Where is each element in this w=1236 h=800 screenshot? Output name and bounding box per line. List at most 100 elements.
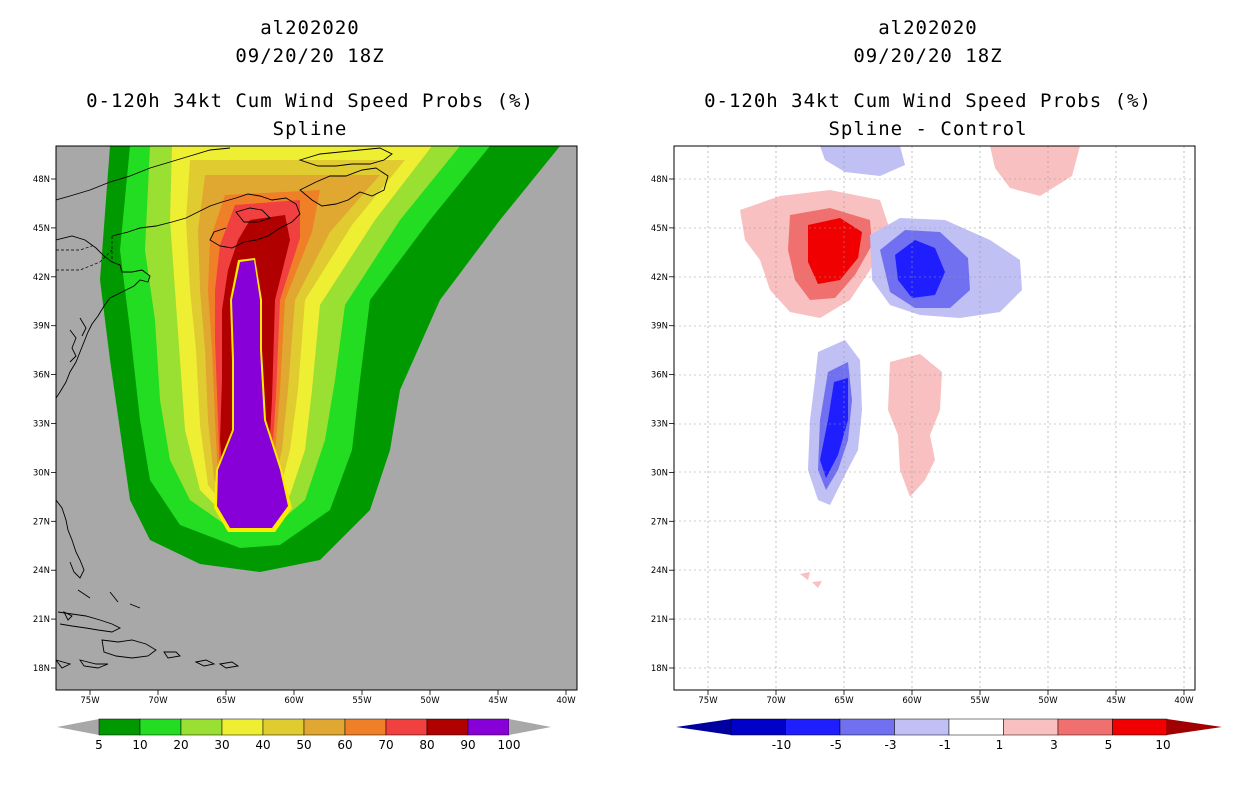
left-lat-label: 39N	[33, 322, 50, 332]
neg-area-top	[820, 146, 905, 176]
pos-area-specks	[800, 572, 822, 588]
right-map	[673, 145, 1196, 691]
right-colorbar-swatch	[1057, 718, 1113, 736]
right-lat-label: 48N	[651, 175, 668, 185]
right-lat-label: 30N	[651, 468, 668, 478]
neg-area-2-core	[820, 378, 848, 478]
left-borders	[56, 236, 113, 271]
right-colorbar-swatch	[1112, 718, 1168, 736]
left-lon-label: 55W	[352, 696, 372, 706]
left-colorbar-swatch	[303, 718, 346, 736]
right-lon-label: 60W	[902, 696, 922, 706]
right-colorbar-low-arrow	[676, 719, 731, 735]
left-map-frame	[55, 145, 578, 691]
right-lon-label: 50W	[1038, 696, 1058, 706]
left-lon-label: 50W	[420, 696, 440, 706]
left-colorbar-swatch	[467, 718, 510, 736]
right-colorbar-swatch	[839, 718, 895, 736]
right-lon-label: 65W	[834, 696, 854, 706]
left-colorbar-label: 40	[255, 738, 270, 752]
left-colorbar-label: 30	[214, 738, 229, 752]
right-lat-label: 36N	[651, 371, 668, 381]
left-colorbar-swatch	[98, 718, 141, 736]
left-colorbar-swatch	[344, 718, 387, 736]
right-colorbar-label: 10	[1155, 738, 1170, 752]
right-colorbar-high-arrow	[1167, 719, 1222, 735]
right-lat-label: 27N	[651, 517, 668, 527]
left-lat-label: 24N	[33, 566, 50, 576]
left-storm-id: al202020	[260, 17, 360, 39]
left-colorbar-label: 90	[460, 738, 475, 752]
left-colorbar-label: 80	[419, 738, 434, 752]
contour-100	[217, 260, 288, 528]
left-colorbar-swatch	[139, 718, 182, 736]
right-colorbar-label: 5	[1105, 738, 1113, 752]
right-map-frame	[673, 145, 1196, 691]
left-lat-label: 45N	[33, 224, 50, 234]
right-lat-label: 45N	[651, 224, 668, 234]
right-lon-label: 55W	[970, 696, 990, 706]
right-colorbar-label: 3	[1050, 738, 1058, 752]
left-lon-label: 45W	[488, 696, 508, 706]
left-colorbar-swatch	[221, 718, 264, 736]
right-datetime: 09/20/20 18Z	[853, 45, 1003, 67]
left-colorbar-low-arrow	[57, 719, 99, 735]
left-colorbar-swatch	[180, 718, 223, 736]
left-lon-labels: 75W 70W 65W 60W 55W 50W 45W 40W	[80, 690, 576, 706]
left-colorbar-swatch	[385, 718, 428, 736]
right-lon-label: 70W	[766, 696, 786, 706]
left-colorbar-label: 5	[95, 738, 103, 752]
right-colorbar-label: -1	[939, 738, 951, 752]
left-lat-label: 48N	[33, 175, 50, 185]
left-lon-label: 75W	[80, 696, 100, 706]
left-lon-label: 60W	[284, 696, 304, 706]
left-colorbar-high-arrow	[509, 719, 551, 735]
left-datetime: 09/20/20 18Z	[235, 45, 385, 67]
left-probability-contours	[100, 146, 560, 572]
left-colorbar-label: 10	[132, 738, 147, 752]
right-colorbar-label: -3	[885, 738, 897, 752]
left-lat-label: 42N	[33, 273, 50, 283]
left-lat-label: 30N	[33, 468, 50, 478]
right-gridlines	[674, 146, 1195, 690]
right-lon-label: 75W	[698, 696, 718, 706]
right-lat-labels: 48N 45N 42N 39N 36N 33N 30N 27N 24N 21N 18N	[651, 175, 674, 674]
right-colorbar-swatch	[894, 718, 950, 736]
right-lat-label: 24N	[651, 566, 668, 576]
right-lon-labels: 75W 70W 65W 60W 55W 50W 45W 40W	[698, 690, 1194, 706]
left-colorbar-label: 60	[337, 738, 352, 752]
right-colorbar-swatch	[730, 718, 786, 736]
neg-area-1-core	[895, 240, 945, 298]
right-panel-titles: al202020 09/20/20 18Z 0-120h 34kt Cum Wi…	[648, 14, 1208, 143]
left-lon-label: 70W	[148, 696, 168, 706]
left-lat-label: 27N	[33, 517, 50, 527]
right-colorbar-label: -10	[772, 738, 792, 752]
right-colorbar-label: -5	[830, 738, 842, 752]
right-colorbar-swatch	[1003, 718, 1059, 736]
pos-area-2	[888, 354, 942, 497]
right-lon-label: 45W	[1106, 696, 1126, 706]
right-storm-id: al202020	[878, 17, 978, 39]
left-colorbar-label: 70	[378, 738, 393, 752]
left-lat-label: 33N	[33, 420, 50, 430]
left-colorbar: 5 10 20 30 40 50 60 70 80 90 100	[57, 718, 551, 752]
right-lat-label: 33N	[651, 420, 668, 430]
left-lat-label: 21N	[33, 615, 50, 625]
left-subtitle: Spline	[272, 118, 348, 140]
pos-area-top	[990, 146, 1080, 196]
left-colorbar-label: 20	[173, 738, 188, 752]
pos-area-1-core	[808, 218, 862, 284]
right-product-title: 0-120h 34kt Cum Wind Speed Probs (%)	[704, 90, 1152, 112]
right-lat-label: 21N	[651, 615, 668, 625]
right-subtitle: Spline - Control	[828, 118, 1028, 140]
left-colorbar-label: 100	[498, 738, 521, 752]
left-colorbar-swatch	[262, 718, 305, 736]
right-colorbar-swatch	[948, 718, 1004, 736]
left-colorbar-label: 50	[296, 738, 311, 752]
left-lat-label: 36N	[33, 371, 50, 381]
right-colorbar: -10 -5 -3 -1 1 3 5 10	[676, 718, 1222, 752]
left-lon-label: 65W	[216, 696, 236, 706]
left-lon-label: 40W	[556, 696, 576, 706]
right-lat-label: 42N	[651, 273, 668, 283]
